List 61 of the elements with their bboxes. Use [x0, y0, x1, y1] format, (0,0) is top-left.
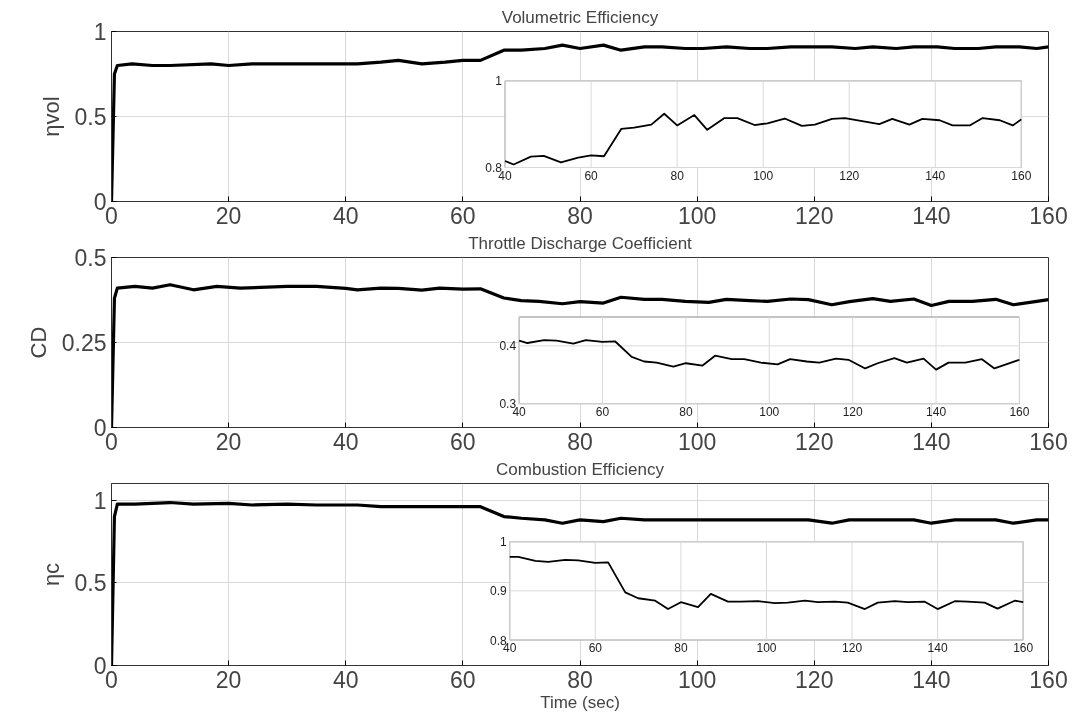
x-tick-label: 160	[1009, 404, 1030, 419]
y-tick-label: 0.4	[499, 339, 517, 354]
x-tick-label: 140	[912, 428, 951, 455]
x-tick-label: 160	[1013, 641, 1034, 656]
chart-title: Throttle Discharge Coefficient	[468, 233, 693, 253]
y-axis-title: CD	[25, 326, 51, 359]
x-tick-label: 140	[926, 404, 947, 419]
chart-title: Volumetric Efficiency	[501, 7, 659, 27]
y-tick-label: 1	[93, 19, 107, 45]
x-axis-title: Time (sec)	[540, 692, 620, 712]
x-tick-label: 140	[912, 202, 951, 229]
y-tick-label: 0.5	[74, 245, 107, 271]
y-tick-label: 1	[495, 74, 503, 89]
y-axis-title: ηc	[38, 562, 64, 587]
x-tick-label: 60	[450, 428, 476, 455]
y-axis-title: ηvol	[38, 96, 64, 137]
x-tick-label: 100	[759, 404, 780, 419]
x-tick-label: 140	[925, 168, 946, 183]
x-tick-label: 120	[795, 666, 834, 693]
x-tick-label: 60	[450, 202, 476, 229]
x-tick-label: 60	[584, 168, 599, 183]
x-tick-label: 120	[842, 641, 863, 656]
x-tick-label: 80	[567, 202, 593, 229]
x-tick-label: 120	[839, 168, 860, 183]
x-tick-label: 40	[332, 428, 359, 455]
x-tick-label: 160	[1029, 202, 1068, 229]
x-tick-label: 80	[670, 168, 685, 183]
x-tick-label: 160	[1029, 666, 1068, 693]
x-tick-label: 140	[912, 666, 951, 693]
x-tick-label: 100	[677, 428, 717, 455]
x-tick-label: 120	[795, 202, 834, 229]
x-tick-label: 80	[567, 666, 593, 693]
x-tick-label: 20	[215, 202, 242, 229]
y-tick-label: 0.25	[61, 330, 107, 356]
x-tick-label: 80	[567, 428, 593, 455]
line-series	[508, 556, 1025, 610]
y-tick-label: 0.5	[74, 570, 107, 597]
x-tick-label: 60	[450, 666, 476, 693]
x-tick-label: 100	[677, 202, 717, 229]
line-series	[518, 339, 1021, 371]
y-tick-label: 0.5	[74, 104, 107, 130]
x-tick-label: 160	[1029, 428, 1068, 455]
x-tick-label: 100	[677, 666, 717, 693]
x-tick-label: 20	[215, 666, 242, 693]
chart-title: Combustion Efficiency	[496, 459, 665, 479]
x-tick-label: 40	[332, 666, 359, 693]
x-tick-label: 120	[842, 404, 863, 419]
x-tick-label: 80	[674, 641, 688, 656]
x-tick-label: 100	[756, 641, 777, 656]
x-tick-label: 160	[1011, 168, 1032, 183]
x-tick-label: 40	[332, 202, 359, 229]
y-tick-label: 1	[93, 487, 107, 514]
y-tick-label: 0.9	[490, 584, 508, 599]
x-tick-label: 60	[588, 641, 603, 656]
x-tick-label: 20	[215, 428, 242, 455]
x-tick-label: 80	[679, 404, 693, 419]
x-tick-label: 120	[795, 428, 834, 455]
x-tick-label: 100	[753, 168, 774, 183]
x-tick-label: 140	[927, 641, 948, 656]
x-tick-label: 60	[595, 404, 610, 419]
y-tick-label: 1	[500, 535, 508, 550]
